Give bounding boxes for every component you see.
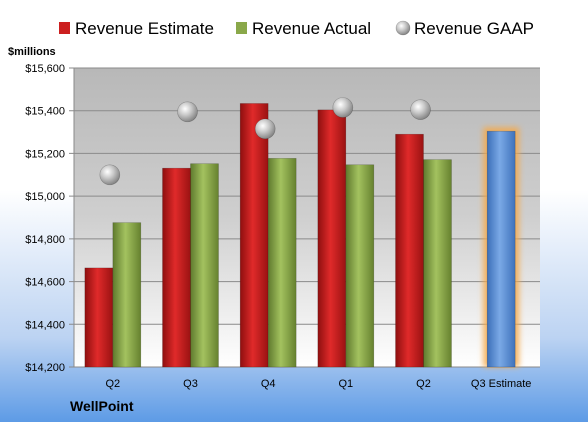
revenue-actual-bar <box>112 222 142 368</box>
revenue-estimate-bar <box>239 103 269 368</box>
legend-swatch <box>59 22 70 34</box>
legend-label: Revenue Estimate <box>75 19 214 38</box>
y-tick-label: $15,000 <box>25 191 65 203</box>
legend: Revenue Estimate Revenue Actual Revenue GA… <box>59 19 534 38</box>
revenue-actual-bar <box>345 164 375 368</box>
x-tick-label: Q3 Estimate <box>471 378 532 390</box>
y-tick-label: $15,600 <box>25 63 65 75</box>
x-tick-label: Q2 <box>105 378 120 390</box>
y-tick-label: $14,400 <box>25 319 65 331</box>
legend-swatch <box>236 22 247 34</box>
revenue-actual-bar <box>423 159 452 368</box>
plot-background <box>74 68 540 367</box>
y-tick-label: $14,800 <box>25 234 65 246</box>
revenue-gaap-point <box>254 118 276 140</box>
legend-label: Revenue GAAP <box>414 19 534 38</box>
y-tick-label: $15,400 <box>25 106 65 118</box>
revenue-gaap-point <box>177 101 198 123</box>
legend-label: Revenue Actual <box>252 19 371 38</box>
revenue-gaap-point <box>99 164 121 186</box>
plot-area: $14,200 $14,400 $14,600 $14,800 $15,000 $15,2… <box>25 63 540 390</box>
revenue-gaap-point <box>410 99 431 120</box>
revenue-estimate-bar <box>395 133 424 368</box>
unit-label: $millions <box>8 46 56 58</box>
y-tick-label: $14,200 <box>25 362 65 374</box>
revenue-actual-bar <box>190 163 219 368</box>
revenue-actual-bar <box>267 158 297 368</box>
y-tick-label: $15,200 <box>25 148 65 160</box>
revenue-estimate-bar <box>162 167 191 368</box>
y-tick-label: $14,600 <box>25 277 65 289</box>
x-tick-label: Q3 <box>183 378 198 390</box>
company-label: WellPoint <box>70 398 134 414</box>
q3-estimate-bar <box>486 130 516 368</box>
revenue-estimate-bar <box>84 267 114 368</box>
x-tick-label: Q1 <box>338 378 353 390</box>
x-tick-label: Q2 <box>416 378 431 390</box>
revenue-gaap-point <box>332 97 354 118</box>
x-tick-label: Q4 <box>261 378 276 390</box>
legend-swatch-gaap <box>395 20 411 36</box>
revenue-estimate-bar <box>317 109 347 368</box>
